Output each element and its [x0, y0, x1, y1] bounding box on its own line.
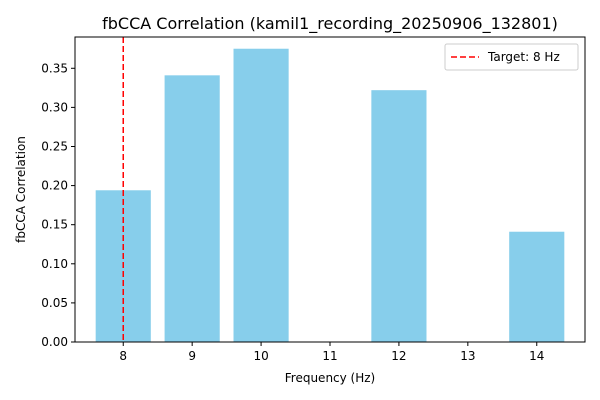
bar-9hz	[164, 75, 220, 343]
y-axis: 0.00 0.05 0.10 0.15 0.20 0.25 0.30 0.35	[41, 61, 75, 349]
chart-title: fbCCA Correlation (kamil1_recording_2025…	[102, 14, 558, 34]
x-tick-label-13: 13	[460, 349, 475, 363]
bar-10hz	[233, 48, 289, 342]
legend-box	[444, 43, 579, 71]
legend: Target: 8 Hz	[444, 43, 579, 71]
x-tick-label-14: 14	[529, 349, 544, 363]
bar-14hz	[509, 231, 565, 342]
legend-label: Target: 8 Hz	[487, 50, 560, 64]
y-axis-title: fbCCA Correlation	[14, 136, 28, 243]
x-tick-label-8: 8	[119, 349, 127, 363]
x-tick-label-11: 11	[322, 349, 337, 363]
y-tick-label-3: 0.15	[41, 218, 68, 232]
y-tick-label-7: 0.35	[41, 61, 68, 75]
y-tick-label-5: 0.25	[41, 139, 68, 153]
x-tick-label-9: 9	[188, 349, 196, 363]
y-tick-label-0: 0.00	[41, 335, 68, 349]
y-tick-label-1: 0.05	[41, 296, 68, 310]
x-tick-label-12: 12	[391, 349, 406, 363]
x-axis-title: Frequency (Hz)	[285, 371, 376, 385]
bar-12hz	[371, 90, 427, 342]
x-axis: 8 9 10 11 12 13 14	[119, 342, 544, 363]
bars	[95, 48, 565, 343]
y-tick-label-6: 0.30	[41, 100, 68, 114]
y-tick-label-4: 0.20	[41, 179, 68, 193]
plot-frame	[74, 36, 586, 343]
x-tick-label-10: 10	[253, 349, 268, 363]
y-tick-label-2: 0.10	[41, 257, 68, 271]
